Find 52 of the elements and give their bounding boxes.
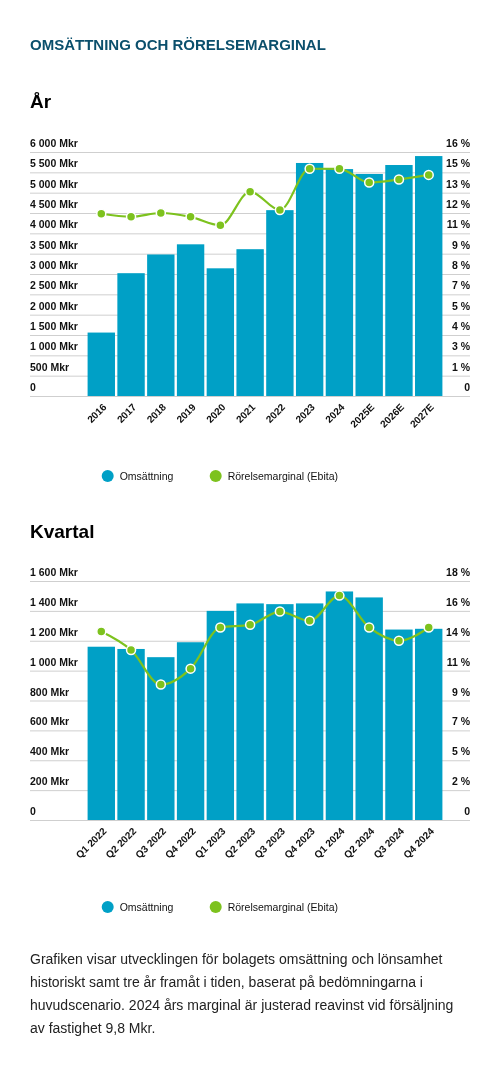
y-tick-label: 3 500 Mkr [30, 238, 78, 251]
y-tick-label: 6 000 Mkr [30, 137, 78, 149]
legend-label: Rörelsemarginal (Ebita) [227, 901, 338, 913]
y-tick-label: 0 [30, 381, 36, 393]
y-tick-label: 4 500 Mkr [30, 198, 78, 210]
y-tick-label: 1 000 Mkr [30, 655, 78, 668]
y2-tick-label: 3 % [451, 340, 471, 353]
y2-tick-label: 1 % [451, 360, 471, 373]
y-tick-label: 5 000 Mkr [30, 177, 78, 190]
y-tick-label: 4 000 Mkr [30, 218, 78, 231]
y-tick-label: 5 500 Mkr [30, 157, 78, 170]
y2-tick-label: 15 % [446, 157, 471, 170]
y2-tick-label: 2 % [451, 775, 471, 788]
chart-title: OMSÄTTNING OCH RÖRELSEMARGINAL [30, 36, 326, 53]
y2-tick-label: 8 % [451, 259, 471, 271]
y2-tick-label: 4 % [451, 320, 471, 332]
chart-title: Kvartal [30, 521, 95, 542]
y-tick-label: 1 500 Mkr [30, 320, 78, 332]
y2-tick-label: 7 % [451, 715, 471, 728]
y2-tick-label: 11 % [446, 218, 471, 231]
y-tick-label: 200 Mkr [30, 775, 70, 788]
y-tick-label: 1 000 Mkr [30, 340, 78, 353]
y2-tick-label: 12 % [446, 198, 471, 210]
y-tick-label: 2 000 Mkr [30, 299, 78, 312]
y-tick-label: 800 Mkr [30, 685, 70, 698]
y2-tick-label: 16 % [446, 137, 471, 149]
text: Grafiken visar utvecklingen för bolagets omsättning och lönsamhet historiskt samt tre år framåt i tiden, baserat på bedömningarna i huvudscenario. 2024 års marginal är justerad reavinst vid försäljning av fastighet 9,8 Mkr. [30, 950, 455, 1038]
y2-tick-label: 0 [464, 805, 471, 817]
y-tick-label: 2 500 Mkr [30, 279, 78, 292]
y2-tick-label: 5 % [451, 299, 471, 312]
y2-tick-label: 0 [464, 381, 471, 393]
y2-tick-label: 9 % [451, 238, 471, 251]
y2-tick-label: 7 % [451, 279, 471, 292]
y2-tick-label: 14 % [446, 625, 471, 638]
y-tick-label: 500 Mkr [30, 360, 70, 373]
y2-tick-label: 13 % [446, 177, 471, 190]
y2-tick-label: 9 % [451, 685, 471, 698]
y-tick-label: 600 Mkr [30, 715, 70, 728]
y-tick-label: 1 200 Mkr [30, 625, 78, 638]
y2-tick-label: 16 % [446, 595, 471, 608]
y-tick-label: 3 000 Mkr [30, 259, 78, 271]
y2-tick-label: 5 % [451, 745, 471, 758]
legend-label: Rörelsemarginal (Ebita) [227, 470, 338, 482]
y-tick-label: 1 400 Mkr [30, 595, 78, 608]
y2-tick-label: 11 % [446, 655, 471, 668]
legend-label: Omsättning [119, 470, 174, 482]
y2-tick-label: 18 % [446, 566, 471, 578]
legend-label: Omsättning [119, 901, 174, 913]
y-tick-label: 1 600 Mkr [30, 566, 78, 578]
y-tick-label: 400 Mkr [30, 745, 70, 758]
chart-subtitle: År [30, 91, 52, 112]
y-tick-label: 0 [30, 805, 36, 817]
